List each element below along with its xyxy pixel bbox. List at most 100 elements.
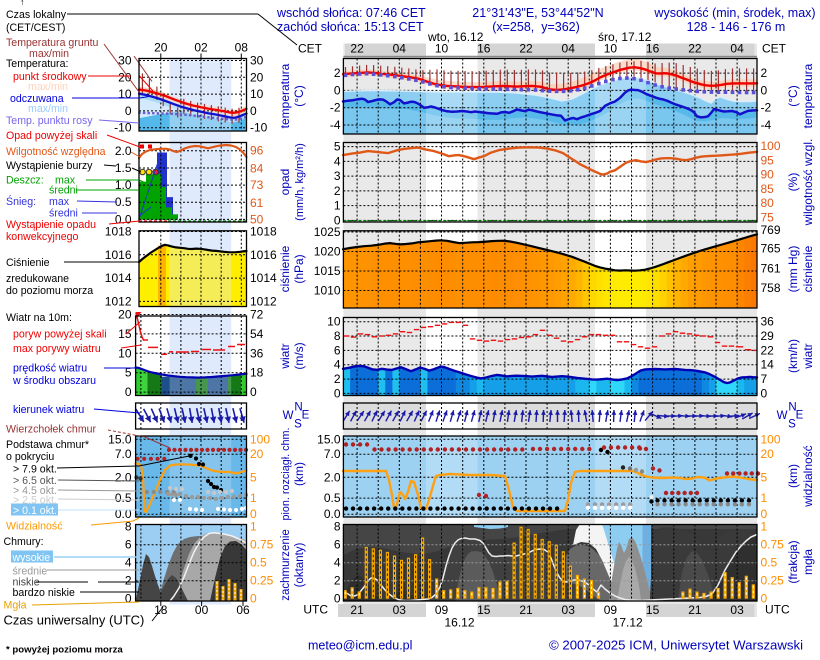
svg-text:8: 8 — [334, 520, 341, 534]
svg-text:769: 769 — [761, 223, 781, 237]
svg-text:100: 100 — [250, 432, 270, 446]
svg-text:758: 758 — [761, 281, 781, 295]
svg-text:max/min: max/min — [28, 103, 68, 115]
svg-text:17.12: 17.12 — [613, 616, 643, 630]
svg-text:Czas uniwersalny (UTC): Czas uniwersalny (UTC) — [4, 613, 145, 628]
svg-text:96: 96 — [250, 144, 264, 158]
svg-text:zredukowane: zredukowane — [6, 273, 69, 285]
svg-text:4: 4 — [334, 358, 341, 372]
svg-text:3: 3 — [334, 169, 341, 183]
svg-text:-4: -4 — [761, 118, 772, 132]
svg-text:wschód słońca: 07:46 CET: wschód słońca: 07:46 CET — [276, 6, 426, 20]
svg-text:Chmury:: Chmury: — [4, 536, 44, 548]
svg-text:-2: -2 — [761, 101, 772, 115]
svg-text:1016: 1016 — [105, 248, 132, 262]
svg-text:0.0: 0.0 — [324, 507, 341, 521]
svg-text:10: 10 — [435, 42, 449, 56]
svg-text:04: 04 — [393, 42, 407, 56]
svg-text:1012: 1012 — [105, 294, 132, 308]
svg-text:-10: -10 — [250, 121, 268, 135]
svg-text:20: 20 — [250, 70, 264, 84]
svg-text:Deszcz:: Deszcz: — [6, 175, 44, 187]
svg-text:(km): (km) — [786, 464, 800, 488]
svg-text:100: 100 — [761, 139, 781, 153]
svg-text:21: 21 — [519, 603, 533, 617]
svg-text:(°C): (°C) — [292, 85, 306, 106]
svg-text:Mgła: Mgła — [4, 600, 27, 612]
svg-text:100: 100 — [761, 432, 781, 446]
svg-text:16: 16 — [477, 42, 491, 56]
svg-text:04: 04 — [730, 42, 744, 56]
svg-text:0: 0 — [250, 592, 257, 606]
svg-text:max: max — [49, 196, 70, 208]
svg-text:6: 6 — [334, 538, 341, 552]
svg-text:max: max — [55, 175, 76, 187]
svg-text:2.0: 2.0 — [115, 470, 132, 484]
svg-text:1016: 1016 — [250, 248, 277, 262]
svg-text:0.25: 0.25 — [250, 574, 274, 588]
svg-text:5: 5 — [761, 470, 768, 484]
svg-text:(hPa): (hPa) — [292, 254, 306, 283]
svg-text:0: 0 — [334, 213, 341, 227]
svg-text:0.5: 0.5 — [761, 556, 778, 570]
svg-text:średni: średni — [49, 185, 78, 197]
svg-text:(m/s): (m/s) — [292, 342, 306, 369]
svg-text:0.5: 0.5 — [324, 491, 341, 505]
svg-text:2.0: 2.0 — [115, 144, 132, 158]
svg-text:04: 04 — [562, 42, 576, 56]
svg-text:Wierzchołek chmur: Wierzchołek chmur — [6, 424, 97, 436]
svg-text:0: 0 — [250, 385, 257, 399]
svg-text:1: 1 — [334, 199, 341, 213]
svg-text:4: 4 — [334, 556, 341, 570]
svg-text:E: E — [796, 410, 804, 422]
svg-text:↑: ↑ — [20, 0, 25, 7]
svg-text:ciśnienie: ciśnienie — [801, 245, 815, 292]
svg-text:punkt środkowy: punkt środkowy — [13, 71, 87, 83]
svg-text:wilgotność wzgl.: wilgotność wzgl. — [801, 139, 815, 227]
svg-text:2.0: 2.0 — [324, 470, 341, 484]
svg-text:1018: 1018 — [250, 225, 277, 239]
svg-text:1: 1 — [250, 491, 257, 505]
svg-text:-2: -2 — [330, 101, 341, 115]
svg-text:wiatr: wiatr — [801, 343, 815, 369]
svg-text:CET: CET — [762, 42, 787, 56]
svg-text:Wilgotność względna: Wilgotność względna — [6, 146, 106, 158]
svg-text:do poziomu morza: do poziomu morza — [6, 285, 93, 297]
svg-text:1014: 1014 — [250, 271, 277, 285]
svg-text:7.0: 7.0 — [324, 447, 341, 461]
svg-text:20: 20 — [118, 308, 132, 322]
svg-text:2: 2 — [334, 372, 341, 386]
svg-text:20: 20 — [118, 70, 132, 84]
svg-text:Czas lokalny: Czas lokalny — [6, 9, 67, 21]
svg-text:80: 80 — [761, 196, 775, 210]
svg-text:761: 761 — [761, 262, 781, 276]
svg-text:0: 0 — [250, 507, 257, 521]
svg-text:0: 0 — [334, 592, 341, 606]
svg-text:1020: 1020 — [314, 245, 341, 259]
svg-text:pion. rozciągł. chm.: pion. rozciągł. chm. — [280, 427, 292, 520]
svg-text:1015: 1015 — [314, 264, 341, 278]
svg-text:84: 84 — [250, 162, 264, 176]
svg-text:> 0.1 okt.: > 0.1 okt. — [13, 505, 57, 517]
svg-text:temperatura: temperatura — [801, 63, 815, 128]
svg-text:72: 72 — [250, 308, 264, 322]
svg-text:1.0: 1.0 — [115, 178, 132, 192]
svg-text:max porywy wiatru: max porywy wiatru — [13, 343, 101, 355]
svg-text:1: 1 — [761, 491, 768, 505]
svg-text:8: 8 — [334, 329, 341, 343]
svg-text:5: 5 — [250, 470, 257, 484]
svg-text:* powyżej poziomu morza: * powyżej poziomu morza — [6, 645, 123, 656]
svg-text:36: 36 — [250, 346, 264, 360]
svg-text:4: 4 — [334, 154, 341, 168]
svg-text:0: 0 — [761, 83, 768, 97]
svg-text:wto, 16.12: wto, 16.12 — [427, 30, 484, 44]
svg-text:opad: opad — [278, 169, 292, 196]
svg-text:1012: 1012 — [250, 294, 277, 308]
svg-text:7: 7 — [761, 372, 768, 386]
svg-text:(CET/CEST): (CET/CEST) — [6, 22, 65, 34]
svg-text:2: 2 — [334, 66, 341, 80]
svg-text:5: 5 — [334, 140, 341, 154]
svg-text:15: 15 — [477, 603, 491, 617]
svg-text:06: 06 — [236, 603, 250, 617]
svg-text:N: N — [294, 402, 302, 414]
